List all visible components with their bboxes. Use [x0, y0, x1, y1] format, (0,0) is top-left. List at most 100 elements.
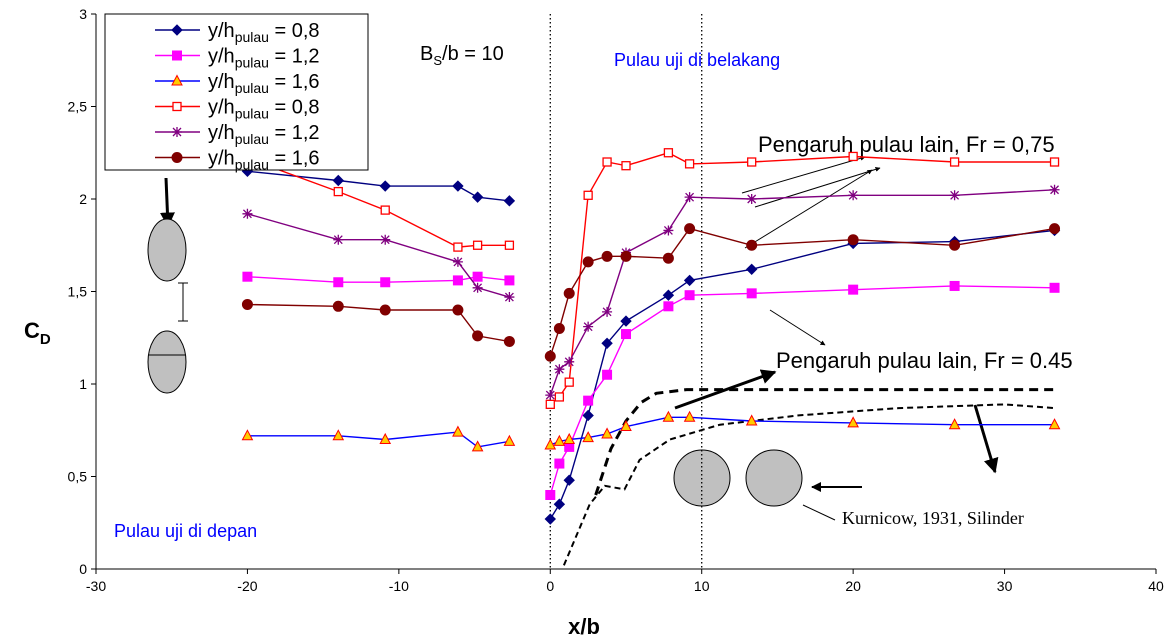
x-tick-label: -30: [86, 578, 106, 594]
marker: [504, 292, 514, 302]
marker: [621, 251, 631, 261]
x-tick-label: 30: [997, 578, 1013, 594]
marker: [453, 305, 463, 315]
marker: [545, 351, 555, 361]
marker: [453, 257, 463, 267]
annotation: Pengaruh pulau lain, Fr = 0.45: [776, 348, 1073, 373]
marker: [583, 257, 593, 267]
marker: [453, 427, 463, 437]
marker: [602, 251, 612, 261]
marker: [1050, 185, 1060, 195]
marker: [685, 412, 695, 422]
marker: [565, 378, 573, 386]
legend-label-rest: = 1,6: [269, 148, 320, 170]
marker: [664, 302, 673, 311]
y-tick-label: 0: [79, 561, 87, 577]
legend-label-rest: = 0,8: [269, 97, 320, 119]
marker: [564, 357, 574, 367]
legend-marker: [172, 153, 182, 163]
marker: [242, 430, 252, 440]
series-line: [247, 229, 1054, 357]
marker: [505, 241, 513, 249]
marker: [555, 393, 563, 401]
x-tick-label: -20: [237, 578, 257, 594]
marker: [333, 235, 343, 245]
marker: [663, 412, 673, 422]
marker: [381, 206, 389, 214]
x-tick-label: 0: [546, 578, 554, 594]
marker: [474, 241, 482, 249]
marker: [849, 285, 858, 294]
marker: [602, 307, 612, 317]
x-tick-label: 40: [1148, 578, 1164, 594]
legend-label-sub: pulau: [235, 55, 269, 71]
legend-label-main: y/h: [208, 46, 235, 68]
legend-label-sub: pulau: [235, 80, 269, 96]
y-tick-label: 2,5: [68, 99, 88, 115]
legend-label-sub: pulau: [235, 29, 269, 45]
marker: [664, 149, 672, 157]
annotation: Pengaruh pulau lain, Fr = 0,75: [758, 132, 1055, 157]
legend-label-main: y/h: [208, 71, 235, 93]
x-tick-label: 20: [845, 578, 861, 594]
annotation-shapes: [674, 157, 995, 520]
marker: [554, 499, 564, 509]
marker: [663, 290, 673, 300]
marker: [473, 192, 483, 202]
marker: [554, 364, 564, 374]
marker: [603, 370, 612, 379]
marker: [381, 278, 390, 287]
marker: [380, 181, 390, 191]
marker: [685, 275, 695, 285]
series-line: [247, 417, 1054, 447]
marker: [848, 417, 858, 427]
legend-label-main: y/h: [208, 97, 235, 119]
marker: [555, 459, 564, 468]
legend-label-rest: = 1,2: [269, 122, 320, 144]
marker: [454, 243, 462, 251]
marker: [333, 430, 343, 440]
legend-marker: [173, 51, 182, 60]
marker: [685, 192, 695, 202]
marker: [334, 278, 343, 287]
y-tick-label: 0,5: [68, 469, 88, 485]
marker: [380, 305, 390, 315]
marker: [505, 276, 514, 285]
marker: [564, 475, 574, 485]
marker: [545, 390, 555, 400]
marker: [747, 264, 757, 274]
marker: [663, 225, 673, 235]
marker: [333, 176, 343, 186]
y-tick-label: 1,5: [68, 284, 88, 300]
marker: [473, 331, 483, 341]
x-tick-label: -10: [389, 578, 409, 594]
marker: [686, 160, 694, 168]
marker: [951, 158, 959, 166]
x-tick-label: 10: [694, 578, 710, 594]
legend-marker: [172, 127, 182, 137]
page: {"chart_data": { "type": "line", "xlabel…: [0, 0, 1167, 642]
legend-label-main: y/h: [208, 122, 235, 144]
legend-label-rest: = 1,6: [269, 71, 320, 93]
marker: [685, 291, 694, 300]
annotation: Pulau uji di depan: [114, 521, 257, 541]
marker: [546, 400, 554, 408]
y-tick-label: 1: [79, 376, 87, 392]
y-axis-label: CD: [24, 318, 51, 348]
y-tick-label: 2: [79, 191, 87, 207]
legend-marker: [173, 103, 181, 111]
marker: [453, 276, 462, 285]
marker: [583, 410, 593, 420]
series-line: [247, 277, 1054, 495]
marker: [453, 181, 463, 191]
marker: [685, 224, 695, 234]
schematic: [148, 178, 188, 393]
marker: [242, 209, 252, 219]
legend-label-main: y/h: [208, 20, 235, 42]
chart: BS/b = 10 Pulau uji di belakang Pulau uj…: [0, 0, 1167, 642]
marker: [622, 330, 631, 339]
marker: [554, 324, 564, 334]
marker: [546, 491, 555, 500]
marker: [1050, 419, 1060, 429]
y-tick-label: 3: [79, 6, 87, 22]
